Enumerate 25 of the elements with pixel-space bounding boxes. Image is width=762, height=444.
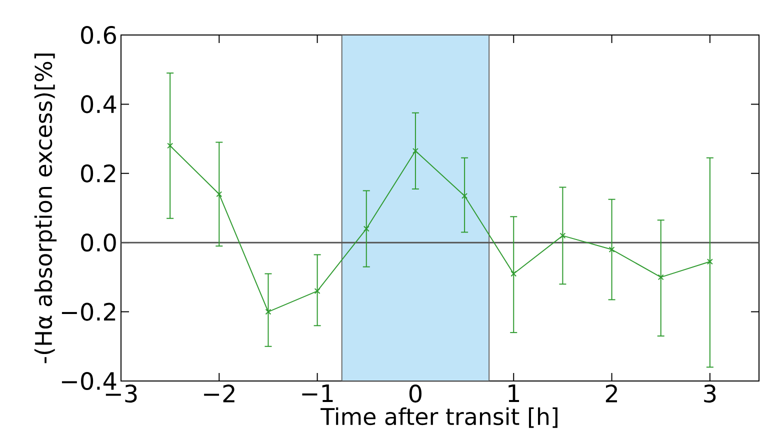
x-tick-label: 0 (409, 384, 422, 403)
point (658, 274, 664, 280)
point (314, 288, 320, 294)
x-tick-label: −2 (204, 384, 234, 402)
x-tick-label: 2 (606, 384, 617, 402)
point (462, 192, 468, 199)
y-tick-label: 0.4 (81, 95, 116, 114)
point (363, 226, 370, 232)
y-tick-label: 0.6 (81, 26, 116, 44)
point (167, 142, 174, 149)
point (216, 191, 222, 198)
x-tick-label: −1 (302, 384, 333, 402)
point (560, 232, 566, 239)
y-axis-title: -(Hα absorption excess)[%] (34, 54, 57, 364)
x-tick-label: 1 (508, 384, 520, 402)
y-tick-label: −0.2 (62, 302, 116, 321)
point (412, 148, 418, 154)
point (608, 246, 615, 252)
point (510, 270, 517, 277)
x-tick-label: 3 (704, 384, 716, 403)
x-axis-title: Time after transit [h] (320, 407, 558, 428)
point (706, 258, 713, 265)
point (265, 308, 272, 315)
y-tick-label: 0.0 (81, 234, 116, 252)
y-tick-label: 0.2 (81, 164, 116, 182)
